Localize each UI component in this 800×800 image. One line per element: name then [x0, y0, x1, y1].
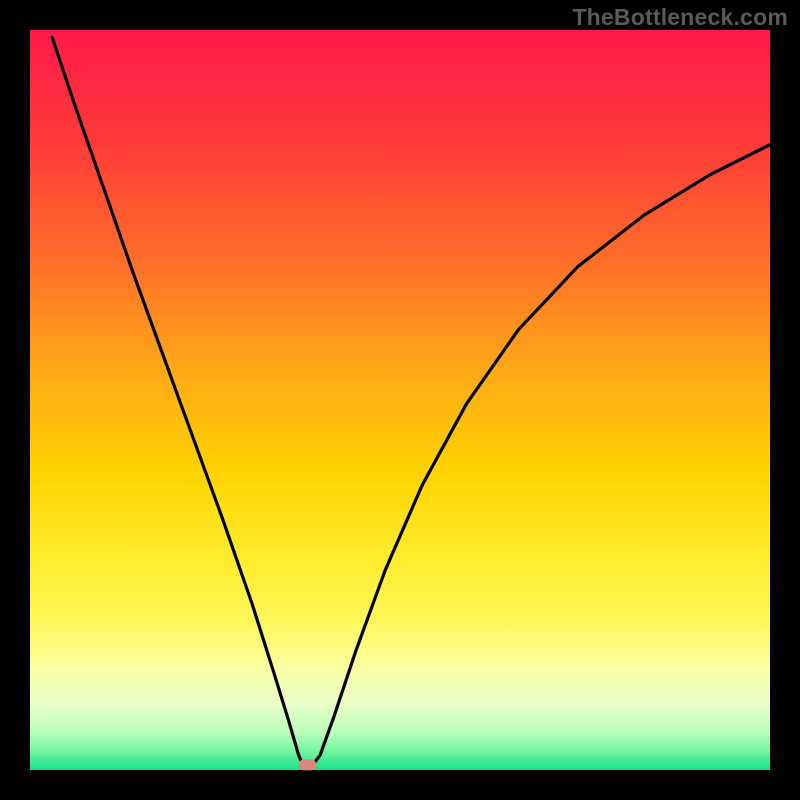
bottleneck-chart [0, 0, 800, 800]
watermark-text: TheBottleneck.com [572, 4, 788, 31]
minimum-marker [299, 759, 317, 770]
plot-background [30, 30, 770, 770]
chart-container: { "watermark": { "text": "TheBottleneck.… [0, 0, 800, 800]
